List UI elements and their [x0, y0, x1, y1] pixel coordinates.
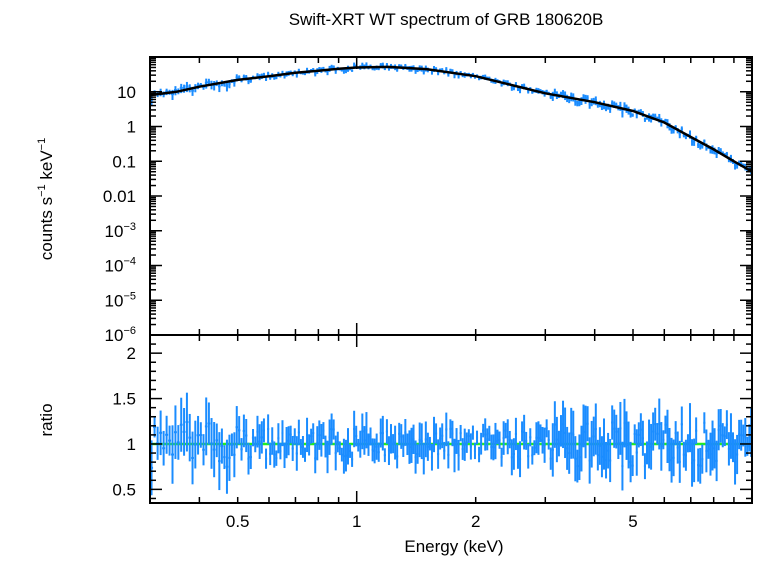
y-tick-label: 10−6 [105, 325, 136, 345]
y-tick-label: 10−3 [105, 221, 136, 241]
x-tick-label: 0.5 [226, 512, 250, 531]
ratio-y-axis-label: ratio [37, 403, 56, 436]
x-axis-label: Energy (keV) [404, 537, 503, 556]
y-tick-label: 0.1 [112, 152, 136, 171]
ratio-data-points [150, 392, 753, 496]
y-tick-label: 10−4 [105, 256, 136, 276]
y-tick-label: 1.5 [112, 390, 136, 409]
spectrum-frame [149, 56, 753, 336]
ratio-panel: 0.5 1 1.5 2 0.5 1 2 5 [112, 334, 753, 531]
spectrum-panel: 10 1 0.1 0.01 10−3 10−4 10−5 10−6 [103, 56, 753, 345]
y-tick-label: 10−5 [105, 290, 136, 310]
y-tick-label: 0.5 [112, 480, 136, 499]
spectrum-ticks: 10 1 0.1 0.01 10−3 10−4 10−5 10−6 [103, 57, 753, 345]
x-tick-label: 5 [628, 512, 637, 531]
y-tick-label: 0.01 [103, 187, 136, 206]
x-tick-label: 1 [352, 512, 361, 531]
y-tick-label: 1 [127, 435, 136, 454]
x-tick-label: 2 [471, 512, 480, 531]
spectrum-y-axis-label: counts s−1 keV−1 [36, 138, 56, 260]
chart-title: Swift-XRT WT spectrum of GRB 180620B [289, 10, 604, 29]
spectrum-model-curve [149, 65, 753, 173]
ratio-frame [149, 334, 753, 504]
y-tick-label: 1 [127, 118, 136, 137]
y-tick-label: 2 [127, 344, 136, 363]
y-tick-label: 10 [117, 83, 136, 102]
